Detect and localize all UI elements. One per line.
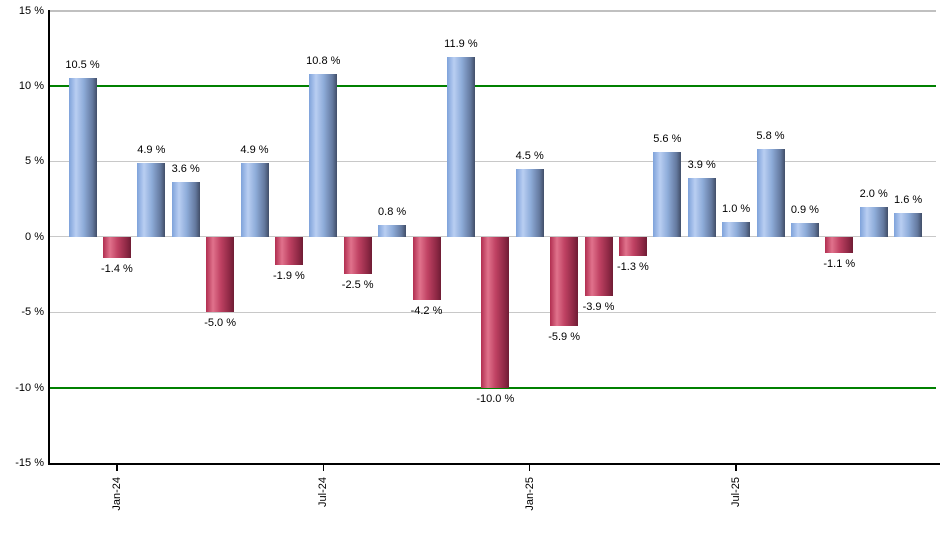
bar [584,236,613,296]
bar [687,177,716,237]
bar-value-label: 4.5 % [515,149,544,162]
bar [68,78,97,237]
bar [309,73,338,237]
bar-value-label: -2.5 % [341,279,374,292]
bar [171,182,200,237]
bar [756,149,785,237]
bar-value-label: 10.8 % [306,54,341,67]
bar [790,223,819,237]
bar-value-label: 4.9 % [240,143,269,156]
y-axis-tick-label: -5 % [21,306,44,319]
y-axis-tick-label: 0 % [25,230,44,243]
threshold-line [48,84,936,87]
x-axis-tick-label: Jul-24 [317,477,330,507]
bar [481,236,510,388]
bar [894,212,923,237]
x-axis-tick [116,464,118,471]
bar-value-label: -5.0 % [204,317,236,330]
bar [550,236,579,326]
bar [653,152,682,237]
bar [378,224,407,237]
bar [825,236,854,254]
x-axis-tick-label: Jan-25 [523,477,536,511]
x-axis-tick [322,464,325,471]
bar-value-label: -1.4 % [100,262,133,275]
bar-value-label: 2.0 % [859,187,888,200]
plot-top-border [48,9,936,12]
y-axis-tick-label: 15 % [18,4,44,17]
bar-value-label: -1.3 % [616,261,649,274]
x-axis-tick [735,464,737,471]
bar-value-label: -10.0 % [476,392,515,405]
bar-value-label: 5.8 % [756,130,785,143]
bar-value-label: 4.9 % [137,143,166,156]
bar [206,236,235,313]
bar-value-label: 3.6 % [171,163,200,176]
gridline [48,160,936,162]
bar-value-label: 0.8 % [378,205,407,218]
bar-value-label: -5.9 % [548,330,580,343]
bar-value-label: 1.0 % [722,202,751,215]
threshold-line [48,386,936,389]
x-axis-tick-label: Jul-25 [730,477,743,507]
bar-value-label: 11.9 % [444,38,478,51]
bar [343,236,372,275]
bar-value-label: 0.9 % [790,204,819,217]
bar [722,221,751,237]
x-axis-tick-label: Jan-24 [110,477,123,511]
bar-value-label: -3.9 % [582,300,615,313]
bar-value-label: 1.6 % [894,193,923,206]
bar [240,162,269,237]
y-axis-tick-label: 5 % [25,155,44,168]
bar [274,236,303,266]
y-axis-tick-label: 10 % [18,79,44,92]
bar-value-label: 10.5 % [65,59,100,72]
bar [859,206,888,237]
bar [618,236,647,257]
bar-value-label: 3.9 % [687,158,716,171]
bar [102,236,131,258]
x-axis-line [48,463,940,465]
bar [137,162,166,237]
y-axis-line [48,9,50,464]
bar-value-label: -1.1 % [823,258,856,271]
bar [412,236,441,301]
y-axis-tick-label: -10 % [15,381,44,394]
bar-value-label: 5.6 % [653,133,682,146]
x-axis-tick [528,464,531,471]
bar [446,57,475,237]
bar [515,168,544,237]
bar-value-label: -4.2 % [410,305,443,318]
bar-value-label: -1.9 % [272,270,305,283]
y-axis-tick-label: -15 % [15,457,44,469]
